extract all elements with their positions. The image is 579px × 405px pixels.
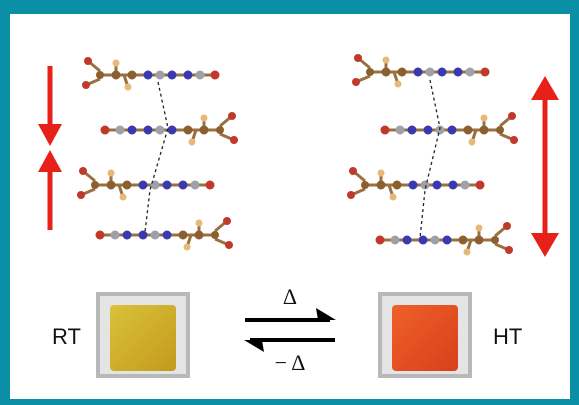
- label-ht: HT: [493, 324, 522, 349]
- photo-rt: [96, 292, 190, 378]
- label-rt: RT: [52, 324, 81, 349]
- figure: RT HT Δ − Δ: [0, 0, 579, 405]
- photo-ht: [378, 292, 472, 378]
- forward-condition: Δ: [283, 284, 297, 309]
- reverse-condition: − Δ: [275, 350, 306, 375]
